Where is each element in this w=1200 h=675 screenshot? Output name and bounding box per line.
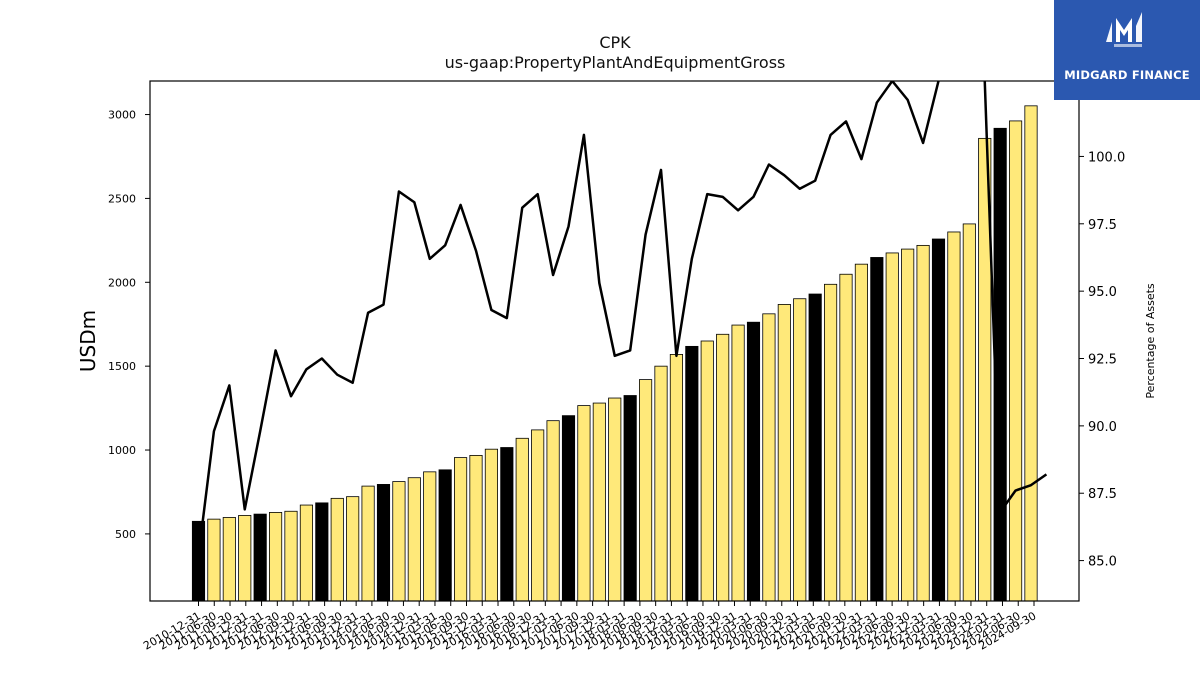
y2-tick-label: 85.0 — [1088, 555, 1117, 570]
y2-tick-label: 87.5 — [1088, 487, 1117, 502]
bar — [469, 454, 483, 602]
bar — [207, 518, 221, 602]
bar — [269, 512, 283, 602]
bar — [577, 405, 591, 602]
bar — [931, 238, 946, 602]
y2-tick-label: 97.5 — [1088, 218, 1117, 233]
bar — [762, 313, 776, 602]
bar — [376, 484, 391, 602]
chart-title: CPK — [599, 33, 631, 52]
bar — [561, 415, 576, 602]
bar — [330, 497, 344, 602]
x-axis: 2010-12-312011-06-302011-09-302011-12-31… — [141, 601, 1039, 653]
y2-tick-label: 92.5 — [1088, 353, 1117, 368]
bar — [191, 520, 206, 602]
right-axis: 85.0 87.5 90.0 92.5 95.0 97.5 100.0 — [1079, 150, 1125, 570]
bar — [438, 469, 452, 602]
logo-mark-icon — [1106, 12, 1142, 47]
brand-logo: MIDGARD FINANCE — [1054, 0, 1200, 100]
line-group — [197, 81, 1048, 556]
bar — [484, 448, 498, 602]
bar — [392, 481, 406, 602]
bar — [777, 304, 791, 602]
y2-tick-label: 95.0 — [1088, 285, 1117, 300]
bar — [700, 340, 714, 602]
bar — [901, 248, 915, 602]
bar — [1009, 120, 1023, 602]
bar — [793, 298, 807, 602]
bar — [962, 223, 976, 602]
bar — [808, 293, 822, 602]
bar — [299, 504, 313, 602]
bar — [1024, 105, 1038, 602]
bar — [361, 485, 375, 602]
y2-tick-label: 100.0 — [1088, 150, 1125, 165]
bar — [623, 395, 637, 602]
bar — [731, 324, 745, 602]
y-tick-label: 1500 — [108, 360, 136, 373]
bar — [407, 477, 421, 602]
bar — [885, 252, 899, 602]
bar — [716, 333, 730, 602]
bar — [531, 429, 545, 602]
bar — [916, 244, 930, 602]
bar — [592, 402, 606, 602]
y-tick-label: 2500 — [108, 192, 136, 205]
chart-subtitle: us-gaap:PropertyPlantAndEquipmentGross — [445, 53, 786, 72]
y2-axis-label: Percentage of Assets — [1144, 283, 1157, 399]
y-tick-label: 1000 — [108, 444, 136, 457]
bar — [284, 510, 298, 602]
y-tick-label: 2000 — [108, 276, 136, 289]
y2-tick-label: 90.0 — [1088, 420, 1117, 435]
bar — [253, 513, 267, 602]
y-axis-label: USDm — [76, 310, 100, 372]
bar — [500, 447, 514, 602]
plot-frame — [149, 80, 1080, 602]
bar — [515, 437, 529, 602]
bar — [315, 502, 329, 602]
logo-text: MIDGARD FINANCE — [1064, 68, 1190, 82]
y-tick-label: 3000 — [108, 109, 136, 122]
bar — [824, 283, 838, 602]
left-axis: 500 1000 1500 2000 2500 3000 — [108, 109, 150, 541]
bar — [423, 471, 437, 602]
bar — [669, 354, 683, 602]
bar — [854, 263, 868, 602]
bar — [608, 397, 622, 602]
bar — [947, 231, 961, 602]
bar — [746, 321, 761, 602]
series-line — [197, 81, 1048, 556]
bar — [839, 273, 853, 602]
bar — [346, 496, 360, 602]
bar — [454, 457, 468, 602]
bar — [222, 517, 236, 602]
bar — [238, 515, 252, 602]
bar — [870, 257, 884, 602]
bar — [685, 345, 699, 602]
y-tick-label: 500 — [115, 528, 136, 541]
bar — [639, 379, 653, 602]
bar — [546, 420, 560, 602]
bar — [654, 365, 668, 602]
